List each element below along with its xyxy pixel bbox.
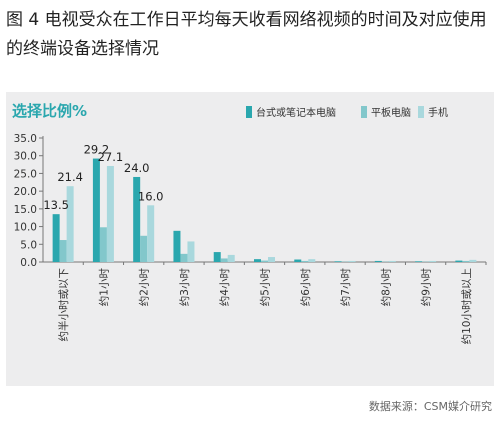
- bar-1-9: [374, 260, 382, 262]
- bar-2-3: [140, 235, 148, 262]
- bar-1-6: [254, 259, 261, 262]
- x-tick-label: 约2小时: [138, 268, 151, 307]
- bar-2-6: [261, 260, 268, 262]
- legend-label-2: 平板电脑: [371, 106, 411, 119]
- y-tick-label: 0.0: [20, 257, 37, 269]
- x-tick-label: 约4小时: [218, 268, 231, 307]
- y-tick-label: 15.0: [14, 204, 37, 216]
- bar-3-3: [147, 205, 155, 262]
- y-tick-label: 5.0: [20, 239, 37, 251]
- legend-swatch-2: [361, 106, 367, 118]
- bar-3-1: [66, 186, 74, 262]
- data-label: 29.2: [84, 143, 110, 157]
- y-tick-label: 30.0: [14, 151, 37, 163]
- x-tick-label: 约10小时或以上: [460, 268, 473, 344]
- data-source-note: 数据来源：CSM媒介研究: [368, 400, 492, 413]
- bar-3-7: [308, 259, 316, 262]
- bar-1-11: [455, 260, 463, 262]
- bar-chart: 选择比例% 台式或笔记本电脑 平板电脑 手机 0.0 5.0 10.0 15.0 20.0 25.…: [12, 102, 487, 344]
- figure-title: 图 4 电视受众在工作日平均每天收看网络视频的时间及对应使用的终端设备选择情况: [6, 10, 487, 59]
- bar-1-8: [334, 261, 342, 262]
- legend-swatch-3: [418, 106, 424, 118]
- bar-1-5: [213, 252, 221, 262]
- x-tick-label: 约半小时或以下: [57, 268, 70, 342]
- bar-2-11: [462, 260, 470, 262]
- x-tick-label: 约1小时: [97, 268, 110, 307]
- bar-1-4: [173, 230, 181, 262]
- y-axis-label: 选择比例%: [12, 102, 87, 120]
- bar-3-9: [388, 260, 396, 262]
- bar-3-5: [227, 254, 235, 262]
- x-tick-label: 约8小时: [379, 268, 392, 307]
- x-tick-label: 约5小时: [259, 268, 272, 307]
- y-tick-label: 35.0: [14, 133, 37, 145]
- y-tick-label: 25.0: [14, 168, 37, 180]
- bar-3-6: [268, 257, 275, 262]
- x-tick-label: 约9小时: [420, 268, 433, 307]
- data-label: 13.5: [43, 198, 69, 212]
- bar-2-7: [301, 260, 309, 262]
- x-tick-label: 约7小时: [339, 268, 352, 307]
- bar-2-2: [99, 227, 107, 262]
- bar-2-1: [59, 240, 67, 262]
- x-tick-label: 约3小时: [178, 268, 191, 307]
- legend-label-3: 手机: [428, 106, 448, 119]
- legend-swatch-1: [246, 106, 252, 118]
- bar-3-10: [429, 260, 437, 262]
- y-tick-label: 20.0: [14, 186, 37, 198]
- bar-3-2: [106, 165, 114, 262]
- bar-1-1: [52, 214, 60, 262]
- bar-1-7: [294, 259, 302, 262]
- bar-3-11: [469, 259, 477, 262]
- bar-2-4: [180, 253, 188, 262]
- chart-panel: 选择比例% 台式或笔记本电脑 平板电脑 手机 0.0 5.0 10.0 15.0 20.0 25.…: [6, 92, 494, 386]
- data-label: 24.0: [124, 161, 150, 175]
- bar-3-4: [187, 241, 195, 262]
- bar-1-10: [415, 261, 423, 262]
- y-tick-label: 10.0: [14, 222, 37, 234]
- bar-2-5: [220, 258, 228, 262]
- data-label: 21.4: [57, 170, 83, 184]
- bar-1-2: [92, 158, 100, 262]
- legend-label-1: 台式或笔记本电脑: [256, 106, 336, 119]
- data-label: 16.0: [138, 189, 164, 203]
- bar-3-8: [348, 260, 356, 262]
- data-label: 27.1: [98, 150, 124, 164]
- x-tick-label: 约6小时: [299, 268, 312, 307]
- bar-1-3: [133, 176, 141, 262]
